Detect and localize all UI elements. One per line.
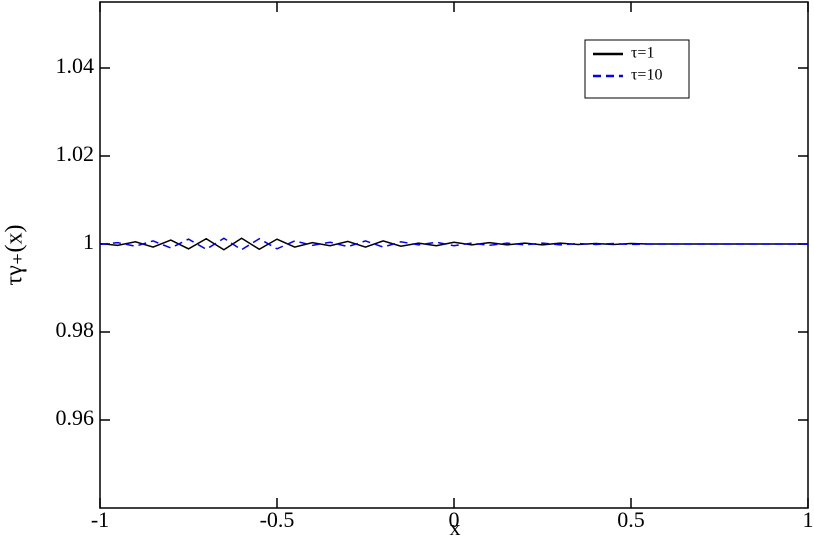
x-tick-label: -0.5 <box>260 507 295 532</box>
legend-label: τ=1 <box>631 45 654 62</box>
x-tick-label: 0.5 <box>617 507 645 532</box>
y-tick-label: 1.02 <box>56 141 95 166</box>
x-tick-label: -1 <box>91 507 109 532</box>
y-axis-label: τγ₊(x) <box>2 225 28 286</box>
y-tick-label: 1 <box>83 229 94 254</box>
x-axis-label: x <box>450 515 461 539</box>
x-tick-label: 0 <box>449 507 460 532</box>
y-tick-label: 0.98 <box>56 317 95 342</box>
y-tick-label: 0.96 <box>56 405 95 430</box>
series-line <box>99 237 808 251</box>
plot-frame <box>99 1 809 509</box>
x-tick-label: 1 <box>803 507 814 532</box>
y-tick-label: 1.04 <box>56 53 95 78</box>
legend-label: τ=10 <box>631 67 662 84</box>
legend-box <box>584 39 690 99</box>
